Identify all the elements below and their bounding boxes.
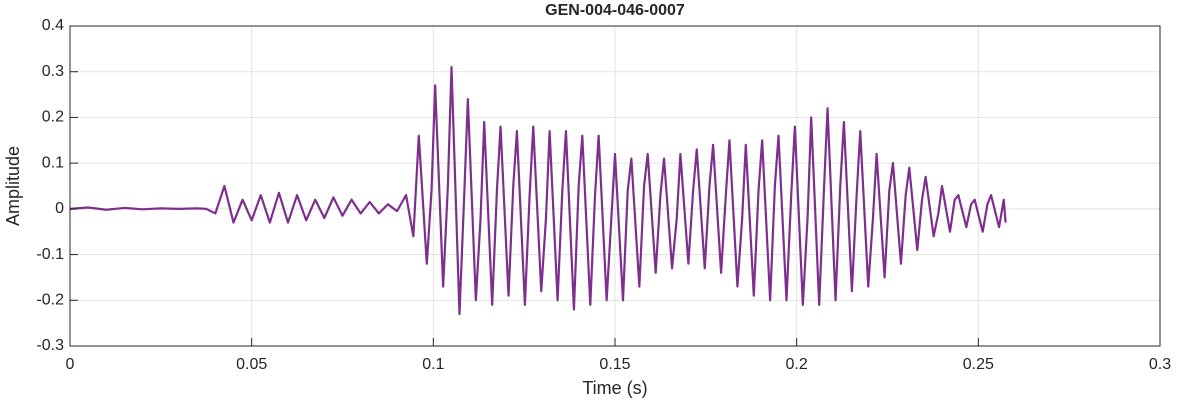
x-tick-label: 0 xyxy=(66,356,75,373)
y-tick-label: 0.3 xyxy=(42,63,64,80)
grid xyxy=(69,25,1161,347)
y-tick-label: -0.3 xyxy=(36,337,64,354)
x-axis-label: Time (s) xyxy=(582,378,647,398)
x-tick-label: 0.3 xyxy=(1149,356,1171,373)
plot xyxy=(69,66,1007,316)
y-axis-label: Amplitude xyxy=(3,146,23,226)
x-tick-label: 0.25 xyxy=(963,356,994,373)
y-tick-label: 0 xyxy=(55,200,64,217)
y-tick-label: 0.4 xyxy=(42,17,64,34)
x-tick-label: 0.1 xyxy=(422,356,444,373)
y-tick-label: -0.2 xyxy=(36,292,64,309)
y-tick-label: 0.2 xyxy=(42,109,64,126)
waveform-line xyxy=(69,66,1007,316)
x-tick-label: 0.15 xyxy=(599,356,630,373)
x-tick-label: 0.2 xyxy=(786,356,808,373)
y-tick-label: 0.1 xyxy=(42,154,64,171)
chart-title: GEN-004-046-0007 xyxy=(545,2,685,19)
y-tick-label: -0.1 xyxy=(36,246,64,263)
x-tick-label: 0.05 xyxy=(236,356,267,373)
